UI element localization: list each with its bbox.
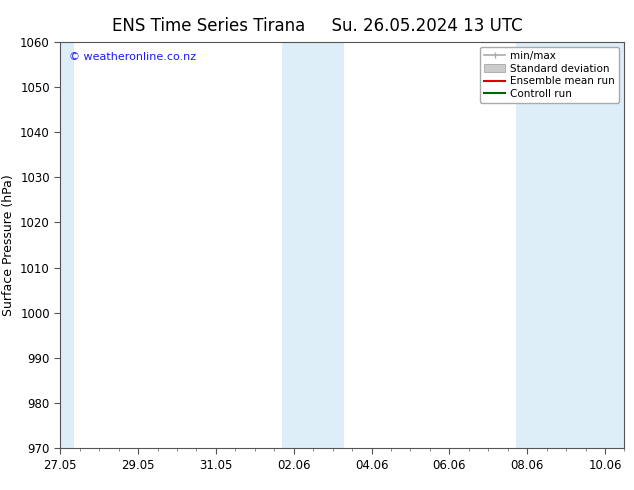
Legend: min/max, Standard deviation, Ensemble mean run, Controll run: min/max, Standard deviation, Ensemble me…	[480, 47, 619, 103]
Bar	[515, 42, 624, 448]
Bar	[282, 42, 344, 448]
Bar	[60, 42, 74, 448]
Text: ENS Time Series Tirana     Su. 26.05.2024 13 UTC: ENS Time Series Tirana Su. 26.05.2024 13…	[112, 17, 522, 35]
Text: © weatheronline.co.nz: © weatheronline.co.nz	[68, 52, 196, 62]
Y-axis label: Surface Pressure (hPa): Surface Pressure (hPa)	[1, 174, 15, 316]
